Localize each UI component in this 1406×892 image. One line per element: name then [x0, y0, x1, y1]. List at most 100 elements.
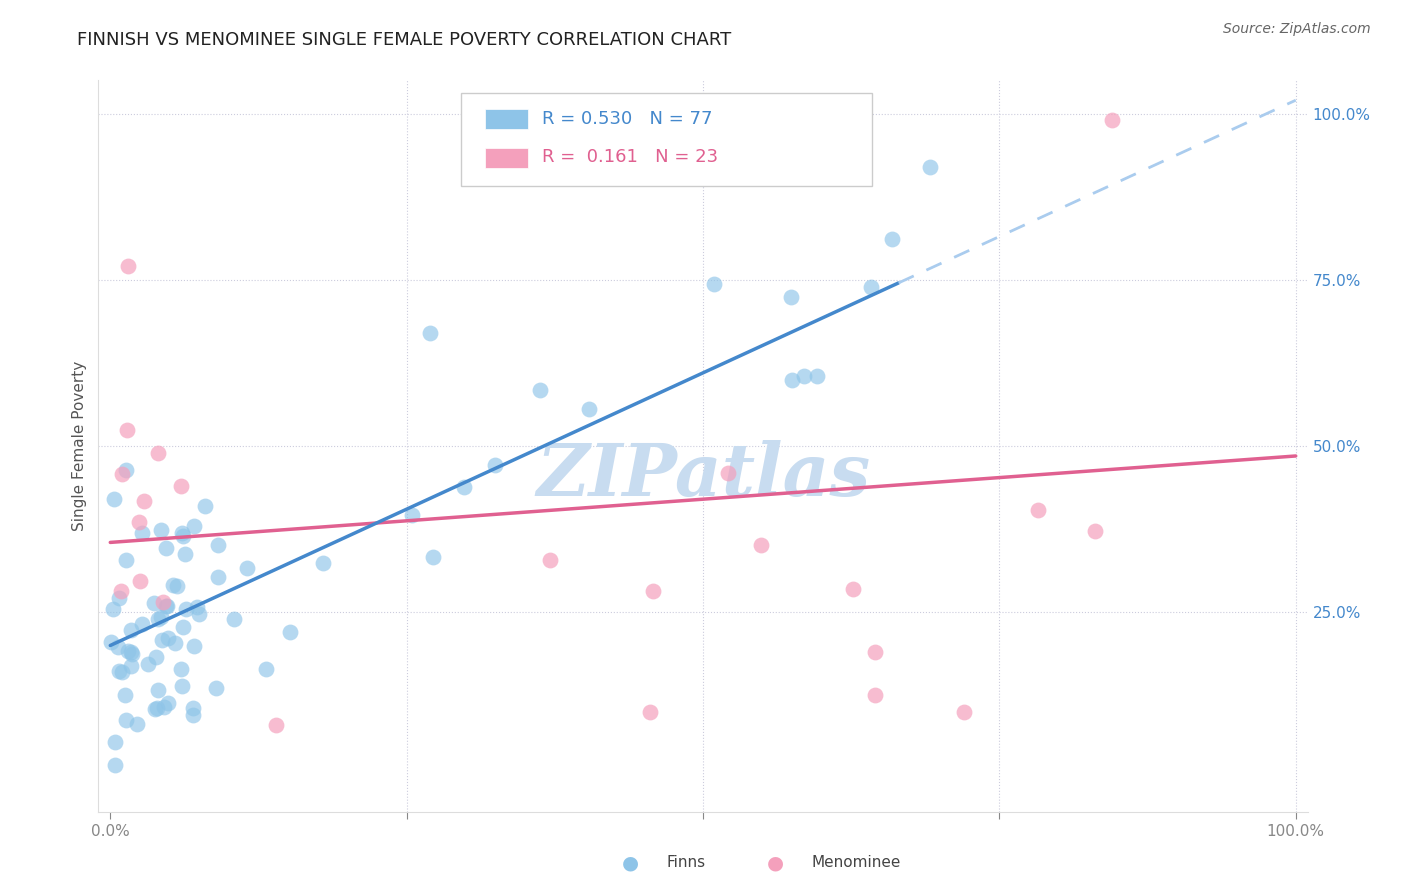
Point: [117, 643, 139, 657]
Point: [264, 718, 287, 732]
Point: [717, 466, 740, 480]
Point: [183, 639, 205, 653]
Point: [278, 624, 301, 639]
Point: [103, 602, 125, 616]
Point: [146, 683, 169, 698]
Point: [128, 515, 150, 529]
Point: [401, 508, 423, 522]
Point: [115, 713, 138, 727]
Point: [100, 634, 122, 648]
Text: R = 0.530   N = 77: R = 0.530 N = 77: [543, 110, 713, 128]
Point: [1026, 503, 1049, 517]
Point: [538, 553, 561, 567]
Point: [863, 645, 886, 659]
Point: [749, 538, 772, 552]
Point: [312, 556, 335, 570]
FancyBboxPatch shape: [485, 147, 527, 168]
Point: [484, 458, 506, 472]
Point: [111, 467, 134, 482]
Point: [131, 617, 153, 632]
Point: [162, 578, 184, 592]
Point: [194, 499, 217, 513]
FancyBboxPatch shape: [461, 93, 872, 186]
Point: [166, 579, 188, 593]
Point: [453, 480, 475, 494]
Point: [170, 479, 193, 493]
Point: [172, 619, 194, 633]
Point: [150, 610, 173, 624]
Text: FINNISH VS MENOMINEE SINGLE FEMALE POVERTY CORRELATION CHART: FINNISH VS MENOMINEE SINGLE FEMALE POVER…: [77, 31, 731, 49]
Point: [172, 679, 194, 693]
Point: [115, 423, 138, 437]
Point: [146, 445, 169, 459]
FancyBboxPatch shape: [485, 109, 527, 129]
Point: [181, 708, 204, 723]
Text: Source: ZipAtlas.com: Source: ZipAtlas.com: [1223, 22, 1371, 37]
Point: [114, 688, 136, 702]
Point: [806, 369, 828, 384]
Point: [111, 665, 134, 679]
Text: R =  0.161   N = 23: R = 0.161 N = 23: [543, 148, 718, 166]
Text: ●: ●: [621, 854, 638, 872]
Point: [641, 583, 664, 598]
Point: [918, 161, 941, 175]
Point: [1084, 524, 1107, 539]
Point: [157, 631, 180, 645]
Point: [422, 549, 444, 564]
Point: [146, 612, 169, 626]
Text: Finns: Finns: [666, 855, 706, 871]
Point: [183, 519, 205, 533]
Point: [104, 735, 127, 749]
Point: [174, 602, 197, 616]
Point: [150, 633, 173, 648]
Point: [186, 599, 208, 614]
Point: [104, 758, 127, 772]
Point: [103, 492, 125, 507]
Point: [143, 702, 166, 716]
Point: [121, 647, 143, 661]
Point: [156, 599, 179, 614]
Text: Menominee: Menominee: [811, 855, 901, 871]
Point: [236, 561, 259, 575]
Point: [174, 547, 197, 561]
Point: [172, 529, 194, 543]
Point: [153, 700, 176, 714]
Point: [222, 611, 245, 625]
Point: [125, 717, 148, 731]
Point: [165, 636, 187, 650]
Point: [419, 326, 441, 340]
Point: [863, 689, 886, 703]
Point: [780, 372, 803, 386]
Point: [107, 591, 129, 606]
Point: [1101, 113, 1123, 128]
Point: [793, 369, 815, 384]
Point: [152, 595, 174, 609]
Point: [952, 705, 974, 719]
Point: [254, 662, 277, 676]
Point: [155, 599, 177, 613]
Point: [120, 658, 142, 673]
Point: [170, 662, 193, 676]
Point: [146, 701, 169, 715]
Point: [107, 640, 129, 655]
Point: [134, 493, 156, 508]
Point: [204, 681, 226, 695]
Point: [842, 582, 865, 596]
Point: [120, 645, 142, 659]
Text: ZIPatlas: ZIPatlas: [536, 440, 870, 511]
Point: [172, 526, 194, 541]
Point: [703, 277, 725, 292]
Text: ●: ●: [768, 854, 785, 872]
Point: [207, 539, 229, 553]
Point: [638, 705, 661, 719]
Point: [128, 574, 150, 588]
Point: [131, 526, 153, 541]
Point: [880, 231, 903, 245]
Point: [120, 623, 142, 637]
Point: [117, 260, 139, 274]
Point: [110, 584, 132, 599]
Point: [529, 384, 551, 398]
Point: [859, 280, 882, 294]
Point: [145, 650, 167, 665]
Point: [115, 553, 138, 567]
